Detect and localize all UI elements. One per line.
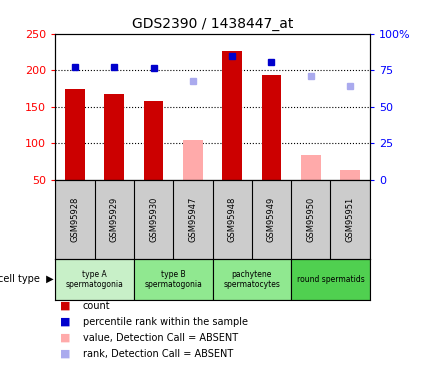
Text: GSM95928: GSM95928 xyxy=(71,196,79,242)
Bar xyxy=(340,170,360,180)
Text: ■: ■ xyxy=(60,349,70,359)
Bar xyxy=(134,259,212,300)
Text: type A
spermatogonia: type A spermatogonia xyxy=(65,270,124,289)
Bar xyxy=(105,94,124,180)
Text: value, Detection Call = ABSENT: value, Detection Call = ABSENT xyxy=(83,333,238,343)
Text: percentile rank within the sample: percentile rank within the sample xyxy=(83,317,248,327)
Text: GSM95930: GSM95930 xyxy=(149,196,158,242)
Text: GSM95949: GSM95949 xyxy=(267,197,276,242)
Text: ■: ■ xyxy=(60,333,70,343)
Text: GSM95948: GSM95948 xyxy=(228,196,237,242)
Title: GDS2390 / 1438447_at: GDS2390 / 1438447_at xyxy=(132,17,293,32)
Text: type B
spermatogonia: type B spermatogonia xyxy=(144,270,202,289)
Text: ■: ■ xyxy=(60,301,70,310)
Bar xyxy=(183,140,203,180)
Bar xyxy=(301,155,320,180)
Bar xyxy=(291,259,370,300)
Text: GSM95951: GSM95951 xyxy=(346,197,354,242)
Text: GSM95929: GSM95929 xyxy=(110,197,119,242)
Text: round spermatids: round spermatids xyxy=(297,275,364,284)
Text: cell type  ▶: cell type ▶ xyxy=(0,274,53,284)
Bar xyxy=(55,259,134,300)
Text: GSM95947: GSM95947 xyxy=(188,196,197,242)
Text: ■: ■ xyxy=(60,317,70,327)
Text: GSM95950: GSM95950 xyxy=(306,197,315,242)
Bar xyxy=(65,88,85,180)
Bar xyxy=(212,259,291,300)
Text: pachytene
spermatocytes: pachytene spermatocytes xyxy=(224,270,280,289)
Text: count: count xyxy=(83,301,110,310)
Bar xyxy=(144,101,163,180)
Text: rank, Detection Call = ABSENT: rank, Detection Call = ABSENT xyxy=(83,349,233,359)
Bar xyxy=(222,51,242,180)
Bar xyxy=(262,75,281,180)
